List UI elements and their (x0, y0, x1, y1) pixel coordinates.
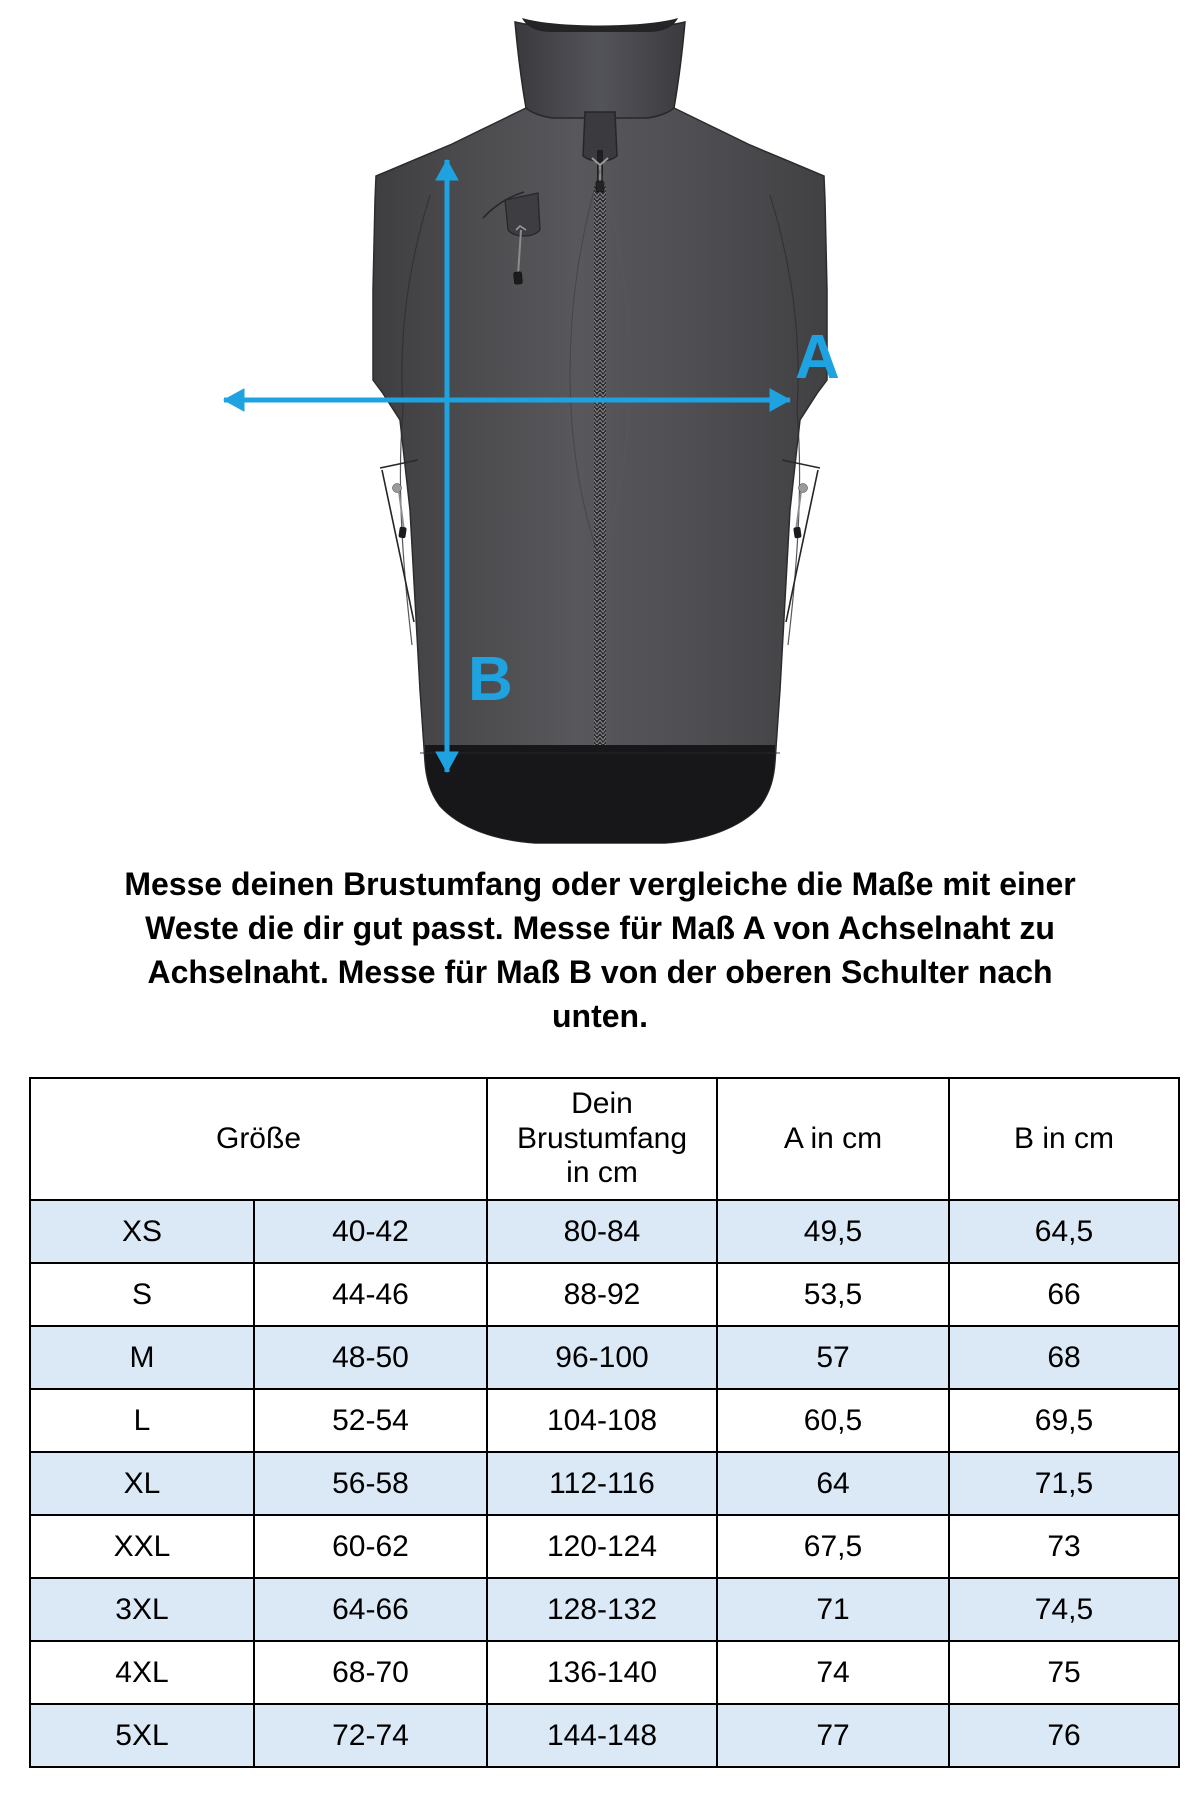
svg-text:A: A (795, 323, 840, 392)
svg-text:B: B (468, 645, 513, 714)
